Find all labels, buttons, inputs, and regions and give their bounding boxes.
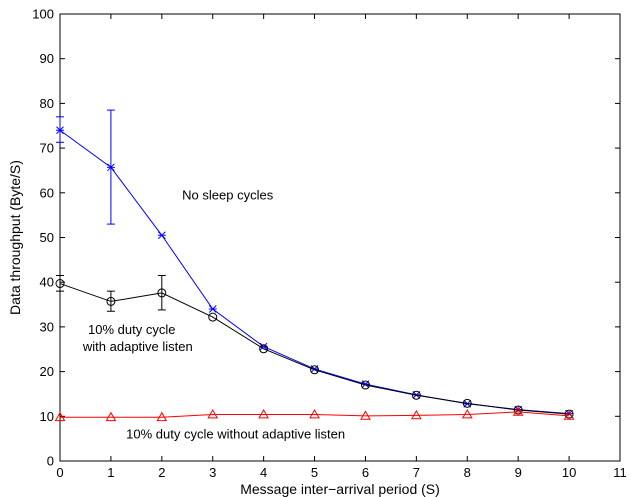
data-point <box>411 390 421 400</box>
x-tick-label: 5 <box>311 465 318 480</box>
data-point <box>208 305 217 313</box>
y-tick-label: 40 <box>40 275 54 290</box>
y-tick-label: 50 <box>40 230 54 245</box>
data-point <box>462 398 472 408</box>
x-tick-label: 6 <box>362 465 369 480</box>
error-bar <box>157 274 166 311</box>
data-point <box>258 409 269 419</box>
data-point <box>512 406 524 416</box>
x-axis-label: Message inter−arrival period (S) <box>240 481 440 497</box>
error-bar <box>56 274 64 292</box>
x-tick-label: 9 <box>515 465 522 480</box>
data-point <box>54 411 66 422</box>
annotation-label: 10% duty cycle <box>88 322 175 337</box>
y-tick-label: 60 <box>40 185 54 200</box>
series-0 <box>56 109 574 418</box>
x-tick-label: 8 <box>464 465 471 480</box>
data-point <box>157 231 166 240</box>
y-tick-label: 100 <box>32 7 54 22</box>
data-point <box>461 409 473 419</box>
data-point <box>56 126 64 135</box>
data-point <box>156 411 168 422</box>
data-point <box>157 288 167 298</box>
y-axis: 0 10 20 30 40 50 60 70 80 90 100 <box>32 7 620 469</box>
x-tick-label: 0 <box>56 465 63 480</box>
x-tick-label: 3 <box>209 465 216 480</box>
data-point <box>310 365 320 375</box>
data-point <box>564 409 574 419</box>
x-tick-label: 1 <box>107 465 114 480</box>
data-point <box>360 410 371 420</box>
series-line <box>59 283 570 415</box>
data-point <box>105 411 117 422</box>
x-tick-label: 2 <box>158 465 165 480</box>
y-tick-label: 20 <box>40 364 54 379</box>
data-point <box>55 279 65 289</box>
y-tick-label: 10 <box>40 409 54 424</box>
x-tick-label: 4 <box>260 465 267 480</box>
annotation-label: 10% duty cycle without adaptive listen <box>126 427 345 442</box>
x-tick-label: 11 <box>613 465 627 480</box>
data-point <box>309 409 320 419</box>
series-1 <box>55 274 574 419</box>
y-tick-label: 70 <box>40 141 54 156</box>
plot-frame <box>59 13 621 462</box>
plot-border <box>59 13 621 462</box>
series-layer <box>54 109 575 422</box>
data-point <box>208 312 218 322</box>
data-point <box>513 405 523 415</box>
x-axis: 0 1 2 3 4 5 6 7 8 9 10 11 <box>56 14 627 480</box>
data-point <box>360 380 370 390</box>
data-point <box>259 344 269 354</box>
y-tick-label: 0 <box>47 454 54 469</box>
y-axis-label: Data throughput (Byte/S) <box>7 160 23 315</box>
annotation-label: No sleep cycles <box>182 188 274 203</box>
data-point <box>106 296 116 306</box>
data-point <box>411 409 422 420</box>
y-tick-label: 30 <box>40 319 54 334</box>
annotation-layer: No sleep cycles 10% duty cycle with adapti… <box>82 188 345 442</box>
y-tick-label: 80 <box>40 96 54 111</box>
x-tick-label: 10 <box>562 465 576 480</box>
data-point <box>207 409 219 419</box>
annotation-label: with adaptive listen <box>82 339 193 354</box>
data-point <box>106 163 115 172</box>
y-tick-label: 90 <box>40 51 54 66</box>
x-tick-label: 7 <box>413 465 420 480</box>
series-line <box>60 411 570 418</box>
error-bar <box>106 290 115 312</box>
series-2 <box>54 406 575 422</box>
data-point <box>563 410 575 420</box>
series-line <box>59 129 570 415</box>
